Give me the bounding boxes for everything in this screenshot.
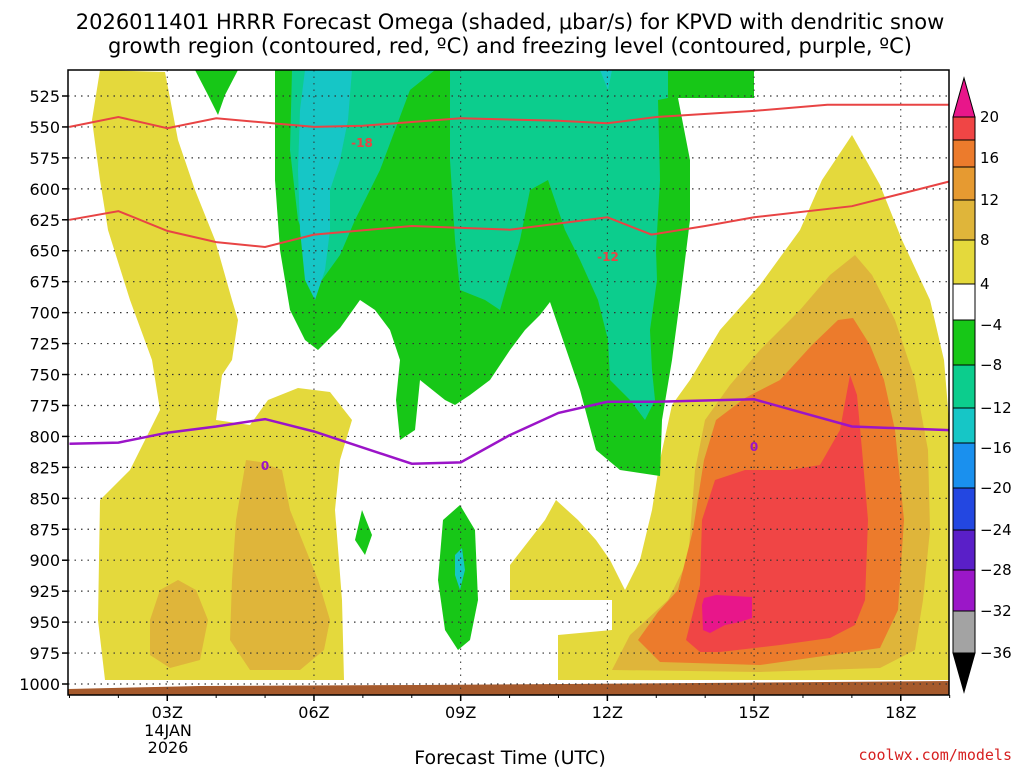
omega-shading: [68, 70, 949, 695]
colorbar-label: −12: [980, 399, 1012, 417]
omega-red-regions: [686, 375, 868, 652]
ground-surface: [68, 681, 949, 695]
x-axis-label: Forecast Time (UTC): [414, 747, 605, 768]
colorbar-bin: [952, 569, 976, 612]
colorbar-label: −16: [980, 439, 1012, 457]
colorbar-top-arrow: [952, 76, 976, 118]
y-tick-label: 700: [29, 304, 60, 323]
colorbar-bin: [952, 364, 976, 409]
contour-label-zero-left: 0: [261, 459, 269, 473]
x-tick-label: 18Z: [885, 703, 916, 722]
colorbar-bin: [952, 610, 976, 654]
colorbar-label: 20: [980, 108, 999, 126]
y-tick-label: 925: [29, 582, 60, 601]
y-tick-label: 875: [29, 520, 60, 539]
y-tick-label: 800: [29, 427, 60, 446]
y-axis-ticks: 525 550 575 600 625 650 675 700 725 750 775 800 825 8…: [19, 87, 68, 694]
y-tick-label: 550: [29, 118, 60, 137]
colorbar-bin: [952, 239, 976, 285]
contour-minus18: [69, 103, 949, 130]
colorbar-label: 4: [980, 275, 990, 293]
colorbar-bin: [952, 319, 976, 366]
colorbar-bin: [952, 407, 976, 444]
y-tick-label: 600: [29, 180, 60, 199]
y-tick-label: 950: [29, 613, 60, 632]
x-tick-label: 15Z: [738, 703, 769, 722]
colorbar-label: 12: [980, 191, 999, 209]
contour-freezing-level: [69, 398, 949, 465]
y-tick-label: 675: [29, 273, 60, 292]
y-tick-label: 650: [29, 242, 60, 261]
colorbar-label: −24: [980, 521, 1012, 539]
colorbar-bottom-arrow: [952, 652, 976, 694]
x-tick-label: 09Z: [445, 703, 476, 722]
colorbar-label: −36: [980, 644, 1012, 662]
colorbar: [952, 76, 976, 694]
colorbar-bin: [952, 166, 976, 201]
y-tick-label: 750: [29, 366, 60, 385]
y-tick-label: 850: [29, 489, 60, 508]
y-tick-label: 625: [29, 211, 60, 230]
contour-label-minus18: -18: [351, 136, 373, 150]
contour-minus12: [69, 180, 949, 249]
colorbar-label: 16: [980, 149, 999, 167]
colorbar-label: −28: [980, 561, 1012, 579]
colorbar-label: 8: [980, 231, 990, 249]
chart-title-line2: growth region (contoured, red, ºC) and f…: [108, 34, 912, 58]
colorbar-bin: [952, 116, 976, 141]
y-tick-label: 825: [29, 458, 60, 477]
y-tick-label: 575: [29, 149, 60, 168]
y-tick-label: 900: [29, 551, 60, 570]
date-label-year: 2026: [148, 738, 189, 757]
y-tick-label: 525: [29, 87, 60, 106]
y-tick-label: 725: [29, 335, 60, 354]
colorbar-bin: [952, 139, 976, 168]
y-tick-label: 975: [29, 644, 60, 663]
colorbar-label: −4: [980, 316, 1002, 334]
x-axis-ticks: 03Z 06Z 09Z 12Z 15Z 18Z: [68, 695, 951, 722]
colorbar-bin: [952, 529, 976, 571]
y-tick-label: 775: [29, 396, 60, 415]
colorbar-bin: [952, 283, 976, 321]
contour-label-minus12: -12: [597, 250, 619, 264]
colorbar-bin: [952, 487, 976, 531]
y-tick-label: 1000: [19, 675, 60, 694]
colorbar-label: −20: [980, 479, 1012, 497]
x-tick-label: 03Z: [152, 703, 183, 722]
chart-title-line1: 2026011401 HRRR Forecast Omega (shaded, …: [76, 10, 945, 34]
colorbar-bin: [952, 442, 976, 489]
x-tick-label: 06Z: [298, 703, 329, 722]
plot-frame: [67, 69, 950, 696]
colorbar-bin: [952, 199, 976, 241]
credit-text: coolwx.com/models: [858, 746, 1012, 764]
colorbar-label: −8: [980, 356, 1002, 374]
contour-label-zero-right: 0: [750, 440, 758, 454]
colorbar-label: −32: [980, 602, 1012, 620]
omega-magenta-regions: [702, 595, 752, 633]
date-label-day: 14JAN: [144, 721, 192, 740]
x-tick-label: 12Z: [592, 703, 623, 722]
time-gridlines: [166, 70, 902, 695]
dgz-contours: [69, 103, 949, 465]
colorbar-labels: 20 16 12 8 4 −4 −8 −12 −16 −20 −24 −28 −32 −36: [980, 108, 1012, 662]
